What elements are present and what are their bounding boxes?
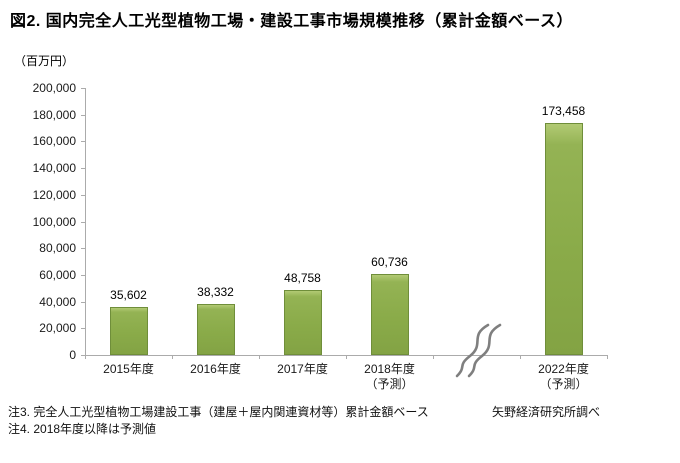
y-tick-label-2: 40,000 <box>39 294 76 309</box>
y-axis-tick-6 <box>81 194 85 196</box>
y-tick-label-6: 120,000 <box>32 187 76 202</box>
y-tick-label-3: 60,000 <box>39 267 76 282</box>
y-axis-tick-7 <box>81 168 85 170</box>
y-axis-tick-10 <box>81 88 85 89</box>
x-tick-sublabel-3: （予測） <box>365 377 414 391</box>
bar-2022年度 <box>544 123 583 355</box>
x-tick-label-0: 2015年度 <box>103 362 154 376</box>
bar-2017年度 <box>283 290 322 355</box>
y-tick-label-8: 160,000 <box>32 134 76 149</box>
x-tick-label-4: 2022年度 <box>538 362 589 376</box>
bar-value-label-2: 48,758 <box>284 271 321 285</box>
bar-2016年度 <box>196 304 235 355</box>
bar-value-label-4: 173,458 <box>541 104 586 118</box>
bar-2018年度 <box>370 274 409 355</box>
x-tick-label-3: 2018年度 <box>364 362 415 376</box>
x-axis-tick-3 <box>346 355 347 359</box>
y-tick-label-9: 180,000 <box>32 107 76 122</box>
source-credit: 矢野経済研究所調べ <box>492 405 601 419</box>
y-axis-tick-0 <box>81 355 85 356</box>
x-axis-tick-1 <box>172 355 173 359</box>
bar-value-label-1: 38,332 <box>197 285 234 299</box>
y-tick-label-7: 140,000 <box>32 161 76 176</box>
bar-2015年度 <box>109 307 148 355</box>
y-tick-label-10: 200,000 <box>32 81 76 95</box>
y-axis-tick-4 <box>81 248 85 250</box>
y-tick-label-0: 0 <box>69 348 76 362</box>
y-axis-tick-1 <box>81 328 85 330</box>
y-tick-label-4: 80,000 <box>39 241 76 256</box>
bar-value-label-3: 60,736 <box>371 255 408 269</box>
x-axis-tick-2 <box>259 355 260 359</box>
axis-break-icon <box>455 323 502 378</box>
y-axis-tick-3 <box>81 274 85 276</box>
x-axis-tick-0 <box>85 355 86 359</box>
footnote-4: 注4. 2018年度以降は予測値 <box>8 422 157 436</box>
footnote-3: 注3. 完全人工光型植物工場建設工事（建屋＋屋内関連資材等）累計金額ベース <box>8 405 429 419</box>
y-axis-tick-5 <box>81 221 85 223</box>
x-tick-label-2: 2017年度 <box>277 362 328 376</box>
x-tick-sublabel-4: （予測） <box>539 377 588 391</box>
bar-value-label-0: 35,602 <box>110 288 147 302</box>
y-axis-tick-2 <box>81 301 85 303</box>
chart-title: 図2. 国内完全人工光型植物工場・建設工事市場規模推移（累計金額ベース） <box>10 13 573 30</box>
x-axis-tick-6 <box>607 355 608 359</box>
y-axis-tick-9 <box>81 114 85 116</box>
y-tick-label-1: 20,000 <box>39 321 76 336</box>
x-axis-tick-5 <box>520 355 521 359</box>
y-tick-label-5: 100,000 <box>32 214 76 229</box>
x-tick-label-1: 2016年度 <box>190 362 241 376</box>
x-axis-tick-4 <box>433 355 434 359</box>
y-axis-unit-label: （百万円） <box>14 54 75 68</box>
y-axis-line <box>85 88 86 355</box>
y-axis-tick-8 <box>81 141 85 143</box>
